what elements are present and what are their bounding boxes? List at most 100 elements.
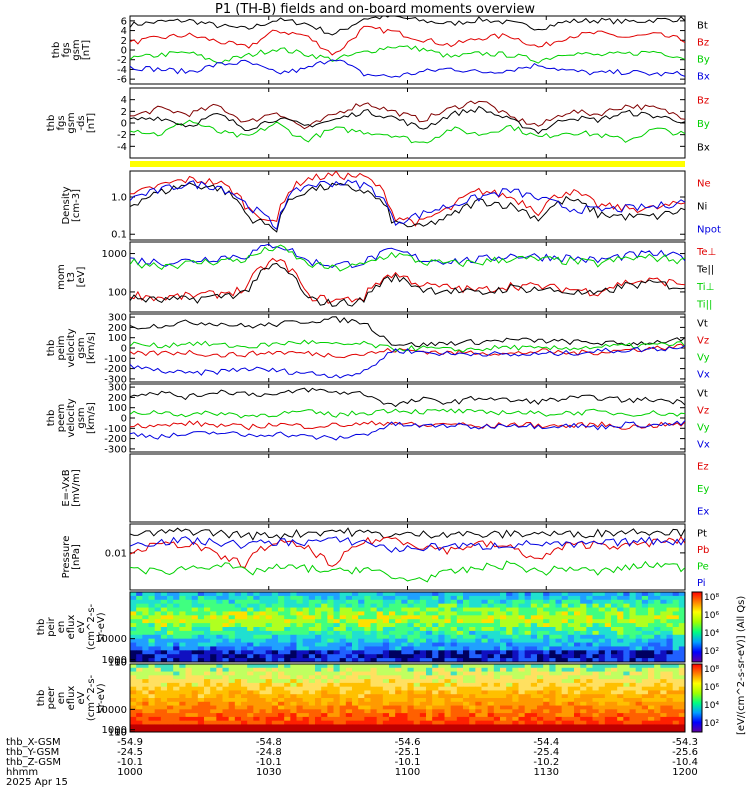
spectrogram-cell <box>210 627 217 632</box>
spectrogram-cell <box>247 679 254 684</box>
legend-Te⊥: Te⊥ <box>696 247 716 258</box>
spectrogram-cell <box>475 690 482 695</box>
spectrogram-cell <box>370 724 378 729</box>
spectrogram-cell <box>382 698 390 703</box>
spectrogram-cell <box>506 709 513 714</box>
spectrogram-cell <box>549 595 556 601</box>
spectrogram-cell <box>481 592 489 597</box>
spectrogram-cell <box>185 682 193 688</box>
spectrogram-cell <box>234 671 242 676</box>
spectrogram-cell <box>321 713 328 718</box>
spectrogram-cell <box>555 690 563 695</box>
spectrogram-cell <box>204 642 211 647</box>
legend-Vx: Vx <box>697 370 710 381</box>
spectrogram-cell <box>654 705 661 710</box>
spectrogram-cell <box>475 658 482 663</box>
spectrogram-cell <box>247 611 254 616</box>
spectrogram-cell <box>530 690 538 695</box>
spectrogram-cell <box>173 724 180 729</box>
spectrogram-cell <box>604 642 612 647</box>
spectrogram-cell <box>302 595 310 601</box>
spectrogram-cell <box>592 694 600 699</box>
spectrogram-cell <box>543 682 550 688</box>
spectrogram-cell <box>413 638 421 643</box>
spectrogram-cell <box>376 724 384 729</box>
spectrogram-cell <box>512 623 519 628</box>
spectrogram-cell <box>265 724 273 729</box>
spectrogram-cell <box>265 634 273 640</box>
spectrogram-cell <box>259 671 267 676</box>
spectrogram-cell <box>654 713 661 718</box>
spectrogram-cell <box>253 694 260 699</box>
spectrogram-cell <box>469 705 476 710</box>
spectrogram-cell <box>456 595 464 601</box>
spectrogram-cell <box>604 713 612 718</box>
spectrogram-cell <box>284 592 291 597</box>
spectrogram-cell <box>401 619 408 624</box>
spectrogram-cell <box>432 720 439 725</box>
spectrogram-cell <box>648 650 655 655</box>
spectrogram-cell <box>512 603 519 608</box>
spectrogram-cell <box>228 664 236 669</box>
spectrogram-cell <box>574 630 581 636</box>
spectrogram-cell <box>481 611 489 616</box>
spectrogram-cell <box>136 627 143 632</box>
spectrogram-cell <box>142 634 149 640</box>
spectrogram-cell <box>611 654 618 659</box>
spectrogram-cell <box>179 611 186 616</box>
spectrogram-cell <box>401 690 408 695</box>
spectrogram-cell <box>339 627 347 632</box>
spectrogram-cell <box>469 716 476 722</box>
spectrogram-cell <box>635 623 643 628</box>
spectrogram-cell <box>666 671 674 676</box>
spectrogram-cell <box>308 698 316 703</box>
spectrogram-cell <box>395 694 402 699</box>
spectrogram-cell <box>463 705 470 710</box>
spectrogram-cell <box>185 671 193 676</box>
spectrogram-cell <box>666 599 674 605</box>
spectrogram-cell <box>228 698 236 703</box>
spectrogram-cell <box>148 627 156 632</box>
spectrogram-cell <box>216 720 223 725</box>
x-row-value: 1030 <box>256 767 281 778</box>
spectrogram-cell <box>629 592 637 597</box>
spectrogram-cell <box>450 603 458 608</box>
spectrogram-cell <box>241 709 248 714</box>
spectrogram-cell <box>518 650 526 655</box>
spectrogram-cell <box>167 654 174 659</box>
spectrogram-cell <box>555 713 563 718</box>
spectrogram-cell <box>413 705 421 710</box>
spectrogram-cell <box>154 654 162 659</box>
spectrogram-cell <box>487 720 495 725</box>
spectrogram-cell <box>290 595 297 601</box>
spectrogram-cell <box>444 619 452 624</box>
spectrogram-cell <box>475 724 482 729</box>
spectrogram-cell <box>555 646 563 651</box>
spectrogram-cell <box>450 654 458 659</box>
spectrogram-cell <box>339 716 347 722</box>
spectrogram-cell <box>136 698 143 703</box>
spectrogram-cell <box>345 720 353 725</box>
spectrogram-cell <box>530 675 538 680</box>
y-axis-label-line: -ds <box>76 115 87 130</box>
spectrogram-cell <box>407 690 415 695</box>
spectrogram-cell <box>493 705 501 710</box>
spectrogram-cell <box>321 592 328 597</box>
spectrogram-cell <box>333 627 341 632</box>
spectrogram-cell <box>438 716 445 722</box>
spectrogram-cell <box>290 627 297 632</box>
spectrogram-cell <box>241 599 248 605</box>
spectrogram-cell <box>376 646 384 651</box>
spectrogram-cell <box>308 619 316 624</box>
spectrogram-cell <box>271 720 279 725</box>
spectrogram-cell <box>580 690 587 695</box>
spectrogram-cell <box>210 595 217 601</box>
spectrogram-cell <box>130 682 137 688</box>
spectrogram-cell <box>432 595 439 601</box>
spectrogram-cell <box>432 664 439 669</box>
spectrogram-cell <box>271 694 279 699</box>
spectrogram-cell <box>574 646 581 651</box>
spectrogram-cell <box>648 682 655 688</box>
spectrogram-cell <box>463 646 470 651</box>
